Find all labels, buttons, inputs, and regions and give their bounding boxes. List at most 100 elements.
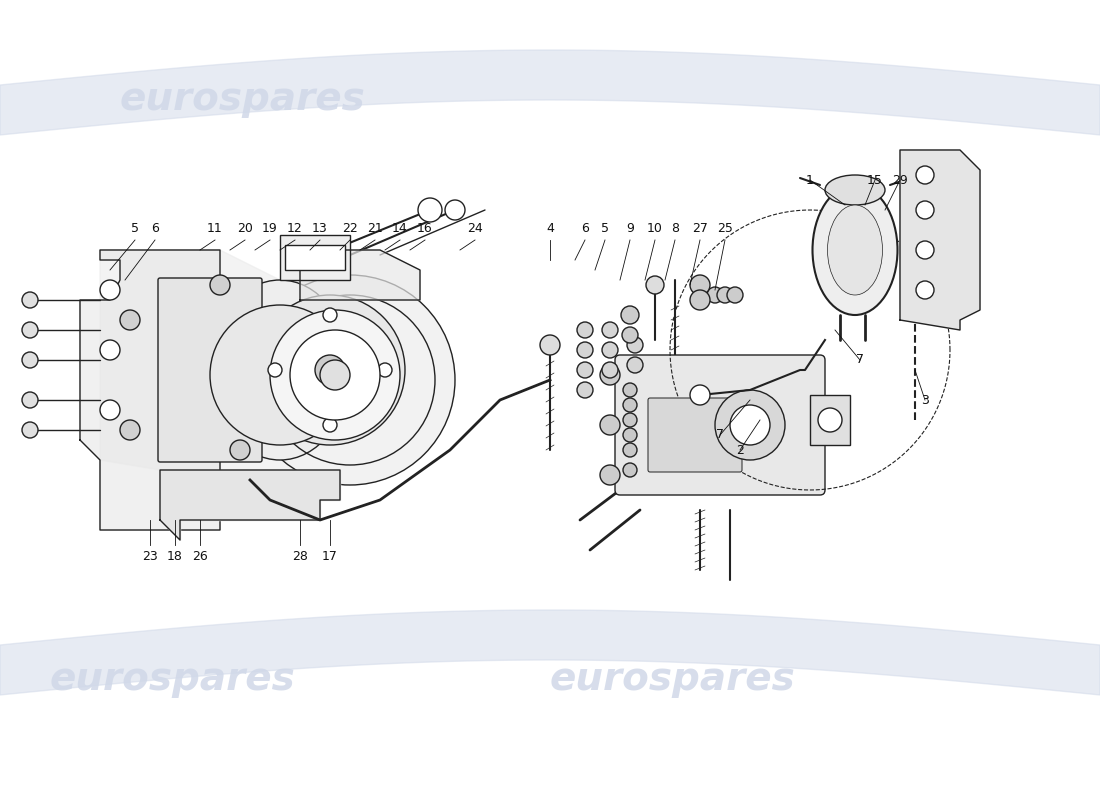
Text: 23: 23	[142, 550, 158, 563]
Text: 7: 7	[716, 429, 724, 442]
Bar	[810, 395, 850, 445]
Text: 11: 11	[207, 222, 223, 235]
Circle shape	[600, 365, 620, 385]
Text: 25: 25	[717, 222, 733, 235]
Circle shape	[268, 363, 282, 377]
Circle shape	[600, 415, 620, 435]
Circle shape	[730, 405, 770, 445]
Circle shape	[305, 345, 355, 395]
Circle shape	[627, 337, 644, 353]
Circle shape	[621, 306, 639, 324]
Circle shape	[623, 398, 637, 412]
Text: eurospares: eurospares	[120, 80, 365, 118]
Circle shape	[818, 408, 842, 432]
Circle shape	[916, 241, 934, 259]
Text: 1: 1	[806, 174, 814, 186]
Circle shape	[578, 342, 593, 358]
Ellipse shape	[813, 185, 898, 315]
Circle shape	[230, 440, 250, 460]
Circle shape	[100, 400, 120, 420]
Text: eurospares: eurospares	[50, 660, 296, 698]
Circle shape	[623, 443, 637, 457]
Circle shape	[315, 355, 345, 385]
Text: 6: 6	[151, 222, 158, 235]
Circle shape	[707, 287, 723, 303]
Text: 19: 19	[262, 222, 278, 235]
Circle shape	[290, 330, 380, 420]
Circle shape	[715, 390, 785, 460]
Circle shape	[245, 275, 455, 485]
Circle shape	[320, 360, 350, 390]
Circle shape	[578, 382, 593, 398]
Circle shape	[602, 342, 618, 358]
Circle shape	[270, 310, 400, 440]
Polygon shape	[100, 250, 350, 510]
Text: 20: 20	[238, 222, 253, 235]
Text: 21: 21	[367, 222, 383, 235]
Text: 18: 18	[167, 550, 183, 563]
Circle shape	[623, 383, 637, 397]
Text: 8: 8	[671, 222, 679, 235]
Circle shape	[627, 357, 644, 373]
Circle shape	[621, 327, 638, 343]
Circle shape	[210, 275, 230, 295]
Circle shape	[446, 200, 465, 220]
Text: 27: 27	[692, 222, 708, 235]
Circle shape	[418, 198, 442, 222]
Polygon shape	[80, 250, 220, 530]
Circle shape	[602, 322, 618, 338]
Ellipse shape	[825, 175, 886, 205]
FancyBboxPatch shape	[648, 398, 742, 472]
Circle shape	[22, 352, 38, 368]
Circle shape	[210, 305, 350, 445]
Circle shape	[690, 275, 710, 295]
Circle shape	[540, 335, 560, 355]
Text: 7: 7	[856, 354, 864, 366]
Polygon shape	[900, 150, 980, 330]
Ellipse shape	[827, 205, 882, 295]
Bar	[285, 245, 345, 270]
Circle shape	[727, 287, 742, 303]
Text: 12: 12	[287, 222, 303, 235]
Text: 3: 3	[921, 394, 928, 406]
Text: 6: 6	[581, 222, 589, 235]
Circle shape	[100, 340, 120, 360]
Text: 29: 29	[892, 174, 907, 186]
Circle shape	[690, 385, 710, 405]
Circle shape	[623, 463, 637, 477]
Circle shape	[330, 360, 370, 400]
Text: 28: 28	[293, 550, 308, 563]
Circle shape	[323, 418, 337, 432]
Circle shape	[120, 310, 140, 330]
Circle shape	[623, 413, 637, 427]
Text: 22: 22	[342, 222, 358, 235]
Text: 10: 10	[647, 222, 663, 235]
Polygon shape	[300, 250, 420, 300]
Circle shape	[646, 276, 664, 294]
Circle shape	[22, 422, 38, 438]
Polygon shape	[160, 470, 340, 540]
Circle shape	[323, 308, 337, 322]
Circle shape	[100, 280, 120, 300]
Text: 14: 14	[392, 222, 408, 235]
Bar	[280, 235, 350, 280]
Circle shape	[378, 363, 392, 377]
Text: 5: 5	[601, 222, 609, 235]
Circle shape	[578, 362, 593, 378]
Circle shape	[916, 166, 934, 184]
Circle shape	[22, 322, 38, 338]
Text: 17: 17	[322, 550, 338, 563]
Circle shape	[22, 292, 38, 308]
Circle shape	[690, 290, 710, 310]
Text: 4: 4	[546, 222, 554, 235]
Circle shape	[255, 295, 405, 445]
Circle shape	[600, 465, 620, 485]
Circle shape	[717, 287, 733, 303]
Text: eurospares: eurospares	[550, 660, 795, 698]
Circle shape	[623, 428, 637, 442]
Circle shape	[22, 392, 38, 408]
FancyBboxPatch shape	[158, 278, 262, 462]
Text: 2: 2	[736, 443, 744, 457]
Text: 26: 26	[192, 550, 208, 563]
Text: 5: 5	[131, 222, 139, 235]
